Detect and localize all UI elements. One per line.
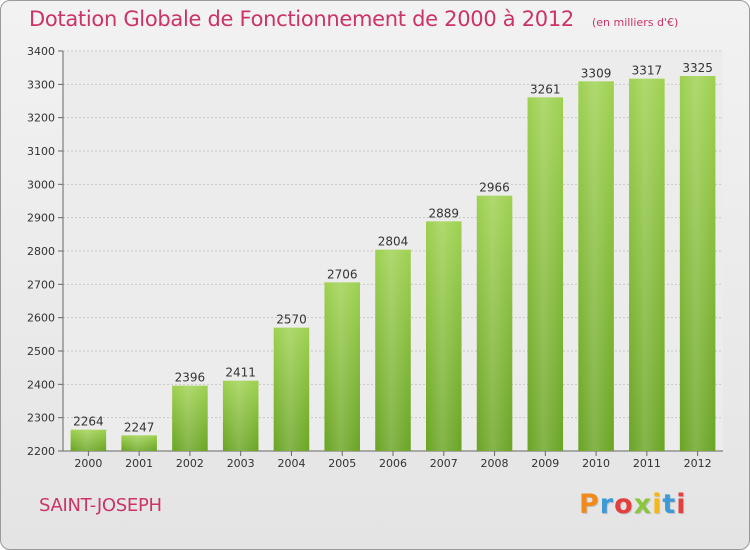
bar-highlight [476,195,513,451]
x-tick-label: 2003 [227,457,255,470]
y-tick-label: 2400 [27,378,55,391]
x-tick-label: 2010 [582,457,610,470]
bar-value-label: 3325 [682,61,713,75]
bar-value-label: 2804 [378,235,409,249]
logo-letter: x [633,489,653,520]
chart-title: Dotation Globale de Fonctionnement de 20… [29,7,574,31]
y-tick-label: 3300 [27,78,55,91]
bar-highlight [324,282,360,451]
bar-value-label: 2264 [73,415,104,429]
y-tick-label: 3400 [27,45,55,58]
x-tick-label: 2005 [328,457,356,470]
y-tick-label: 3200 [27,112,55,125]
y-tick-label: 2900 [27,212,55,225]
x-tick-label: 2006 [379,457,407,470]
bar-value-label: 2570 [276,313,307,327]
bar-highlight [426,221,462,451]
bar-highlight [222,380,259,451]
y-tick-label: 2200 [27,445,55,458]
y-tick-label: 2300 [27,412,55,425]
y-tick-label: 2700 [27,278,55,291]
bar-value-label: 3261 [530,82,561,96]
bar-value-label: 3309 [581,66,612,80]
x-tick-label: 2001 [125,457,153,470]
bar-highlight [375,249,411,451]
bar-value-label: 2411 [225,366,256,380]
x-tick-label: 2007 [430,457,458,470]
bar-highlight [273,327,310,451]
bar-highlight [70,429,107,451]
commune-name: SAINT-JOSEPH [39,495,162,516]
bar-value-label: 3317 [632,64,663,78]
bar-highlight [629,78,665,452]
bar-highlight [679,76,716,451]
logo-letter: i [652,489,663,520]
bar-highlight [121,435,157,451]
y-tick-label: 2800 [27,245,55,258]
chart-subtitle: (en milliers d'€) [591,16,679,29]
logo-letter: i [676,489,687,520]
bar-value-label: 2889 [428,206,459,220]
x-tick-label: 2009 [531,457,559,470]
bar-value-label: 2247 [124,420,155,434]
x-tick-label: 2008 [481,457,509,470]
bar-highlight [527,97,564,451]
x-tick-label: 2000 [74,457,102,470]
title-row: Dotation Globale de Fonctionnement de 20… [29,7,678,31]
logo-letter: r [599,489,615,520]
logo-letter: t [662,489,677,520]
logo-letter: o [614,489,634,520]
y-tick-label: 3000 [27,178,55,191]
x-tick-label: 2004 [277,457,305,470]
bar-value-label: 2706 [327,267,358,281]
logo-letter: P [579,489,600,520]
x-tick-label: 2002 [176,457,204,470]
bar-value-label: 2966 [479,181,510,195]
y-tick-label: 2500 [27,345,55,358]
bar-value-label: 2396 [175,371,206,385]
x-tick-label: 2011 [633,457,661,470]
bar-highlight [578,81,614,451]
y-tick-label: 2600 [27,312,55,325]
bar-highlight [172,385,208,451]
proxiti-logo: Proxiti [579,489,687,520]
x-tick-label: 2012 [684,457,712,470]
y-tick-label: 3100 [27,145,55,158]
